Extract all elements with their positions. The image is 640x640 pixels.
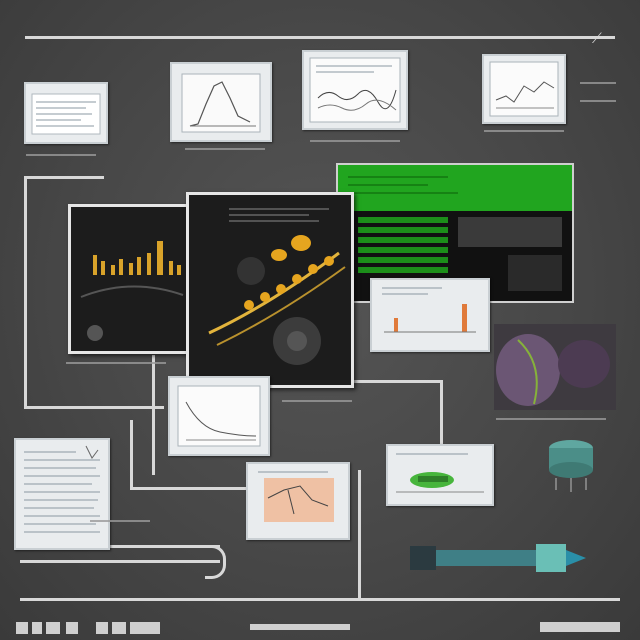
chart-panel-peak [170,62,272,142]
spreadsheet-grid [348,176,562,291]
cylinder-device-icon [544,438,598,494]
orange-curve-chart [258,471,334,522]
central-pathway-panel [186,192,354,388]
decor-text-line [496,418,606,420]
center-horizontal-line [352,380,442,383]
decor-text-line [26,154,96,156]
decor-text-line [310,140,400,142]
middle-low-horizontal [130,487,250,490]
orange-bar-chart [382,287,476,333]
decor-text-line [66,362,166,364]
chart-panel-orange-curve [246,462,350,540]
wave-chart [309,57,401,123]
small-decay-chart [177,385,261,447]
right-vertical-line [358,470,361,600]
decor-text-line [282,400,352,402]
middle-vertical-line [152,355,155,475]
bottom-pipe-curve [205,545,226,579]
doc-panel-top-left [24,82,108,144]
left-horizontal-line [24,176,104,179]
syringe-device-icon [406,536,590,580]
doc-panel-left-list [14,438,110,550]
decor-text-line [185,148,265,150]
lower-left-line [24,406,164,409]
left-vertical-line [24,176,27,408]
pathway-illustration [208,208,346,365]
orange-bar-chart-panel [370,278,490,352]
decor-text-line [90,520,150,522]
small-line-chart [489,61,559,117]
peak-curve-chart [181,73,261,133]
decor-text-line [580,100,616,102]
gold-bar-chart-panel [68,204,190,354]
chart-panel-green-device [386,444,494,506]
bottom-pipe [20,545,220,548]
chart-panel-small-middle [168,376,270,456]
top-connector-line [25,36,615,39]
decor-text-line [580,82,616,84]
middle-low-line [130,420,133,490]
chart-panel-top-right [482,54,566,124]
bottom-rail-line [20,598,620,601]
decor-text-line [484,130,564,132]
green-device-chart [396,453,484,493]
gold-bar-chart [80,241,184,341]
organ-photo [494,324,616,410]
bottom-label-strip [16,622,620,634]
chart-panel-wave [302,50,408,130]
bottom-pipe-2 [20,560,220,563]
arrow-icon: ⟋ [592,30,602,46]
center-vertical-line [440,380,443,446]
